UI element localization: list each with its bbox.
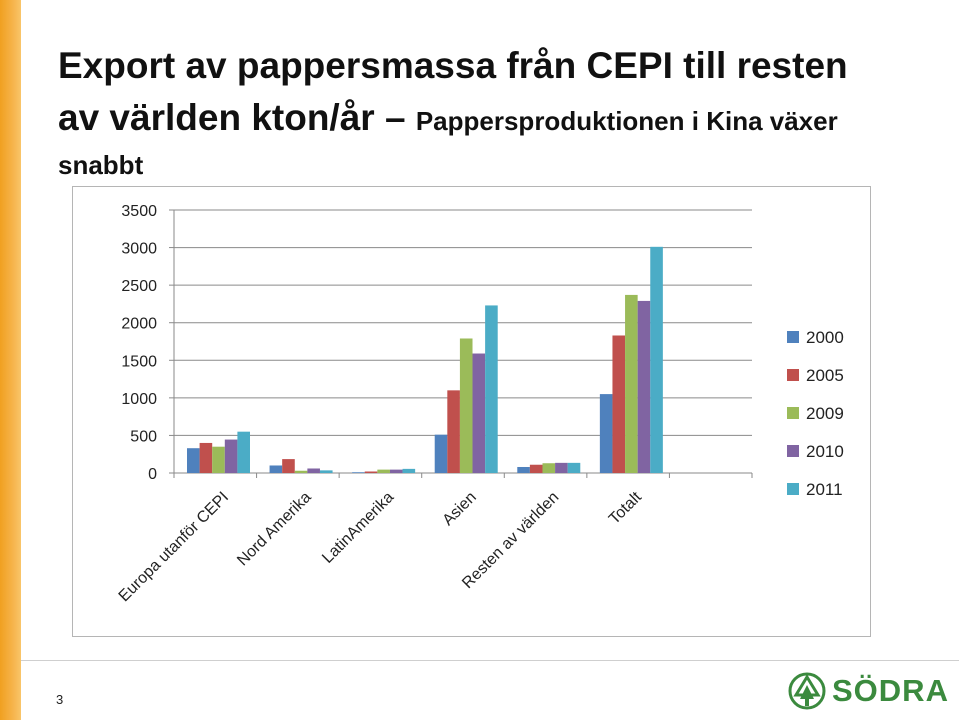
- logo-text: SÖDRA: [832, 673, 949, 708]
- bar: [389, 469, 403, 473]
- logo-tree-icon: [788, 672, 826, 710]
- bar: [459, 338, 473, 473]
- legend-label: 2010: [806, 442, 844, 461]
- footer-divider: [21, 660, 959, 661]
- legend-swatch: [787, 407, 799, 419]
- bar: [364, 471, 378, 473]
- title-line-2: av världen kton/år –: [58, 97, 416, 138]
- bar: [447, 390, 460, 473]
- y-tick-label: 500: [130, 428, 157, 445]
- bar: [212, 446, 225, 473]
- x-category-label: LatinAmerika: [319, 489, 397, 567]
- legend-label: 2011: [806, 480, 843, 499]
- y-tick-label: 1000: [121, 391, 157, 408]
- bar: [434, 434, 448, 473]
- x-category-label: Nord Amerika: [234, 489, 315, 570]
- legend-label: 2009: [806, 404, 844, 423]
- bar: [517, 466, 530, 473]
- bar: [402, 468, 416, 473]
- bar: [377, 469, 390, 473]
- legend-swatch: [787, 445, 799, 457]
- bar: [269, 465, 283, 473]
- bar: [352, 472, 365, 473]
- bar: [187, 448, 200, 473]
- bar: [294, 470, 308, 473]
- bar: [612, 335, 626, 473]
- title-line-3: snabbt: [58, 150, 144, 180]
- y-tick-label: 1500: [121, 353, 157, 370]
- x-category-label: Totalt: [606, 488, 645, 527]
- bar: [237, 431, 250, 473]
- legend-swatch: [787, 483, 799, 495]
- bar: [555, 462, 568, 473]
- bar: [307, 468, 320, 473]
- bar: [472, 353, 486, 473]
- bar: [637, 300, 651, 473]
- side-accent-bar: [0, 0, 21, 720]
- y-tick-label: 2000: [121, 316, 157, 333]
- bar: [224, 439, 238, 473]
- slide-title: Export av pappersmassa från CEPI till re…: [58, 44, 938, 182]
- page-number: 3: [56, 692, 64, 707]
- y-tick-label: 0: [148, 466, 157, 483]
- legend-label: 2005: [806, 366, 844, 385]
- bar: [319, 470, 333, 473]
- chart-frame: 0 500 1000 1500 2000 2500 3000 3500 Europa utanf…: [72, 186, 871, 637]
- y-tick-label: 3000: [121, 241, 157, 258]
- bar: [199, 442, 213, 473]
- bar: [599, 394, 613, 473]
- x-category-label: Europa utanför CEPI: [116, 489, 232, 605]
- bar: [542, 463, 556, 473]
- bar: [485, 305, 498, 473]
- bar: [282, 459, 295, 473]
- legend-swatch: [787, 369, 799, 381]
- legend-label: 2000: [806, 328, 844, 347]
- title-line-1: Export av pappersmassa från CEPI till re…: [58, 45, 848, 86]
- bar: [650, 246, 663, 473]
- title-subtitle: Pappersproduktionen i Kina växer: [415, 106, 838, 136]
- y-tick-label: 3500: [121, 203, 157, 220]
- bar: [625, 294, 638, 473]
- x-category-label: Asien: [440, 489, 480, 529]
- legend-swatch: [787, 331, 799, 343]
- bar-chart: 0 500 1000 1500 2000 2500 3000 3500 Europa utanf…: [116, 203, 844, 605]
- bar: [529, 464, 543, 473]
- y-tick-label: 2500: [121, 278, 157, 295]
- bar: [567, 462, 581, 473]
- sodra-logo: SÖDRA: [788, 671, 948, 711]
